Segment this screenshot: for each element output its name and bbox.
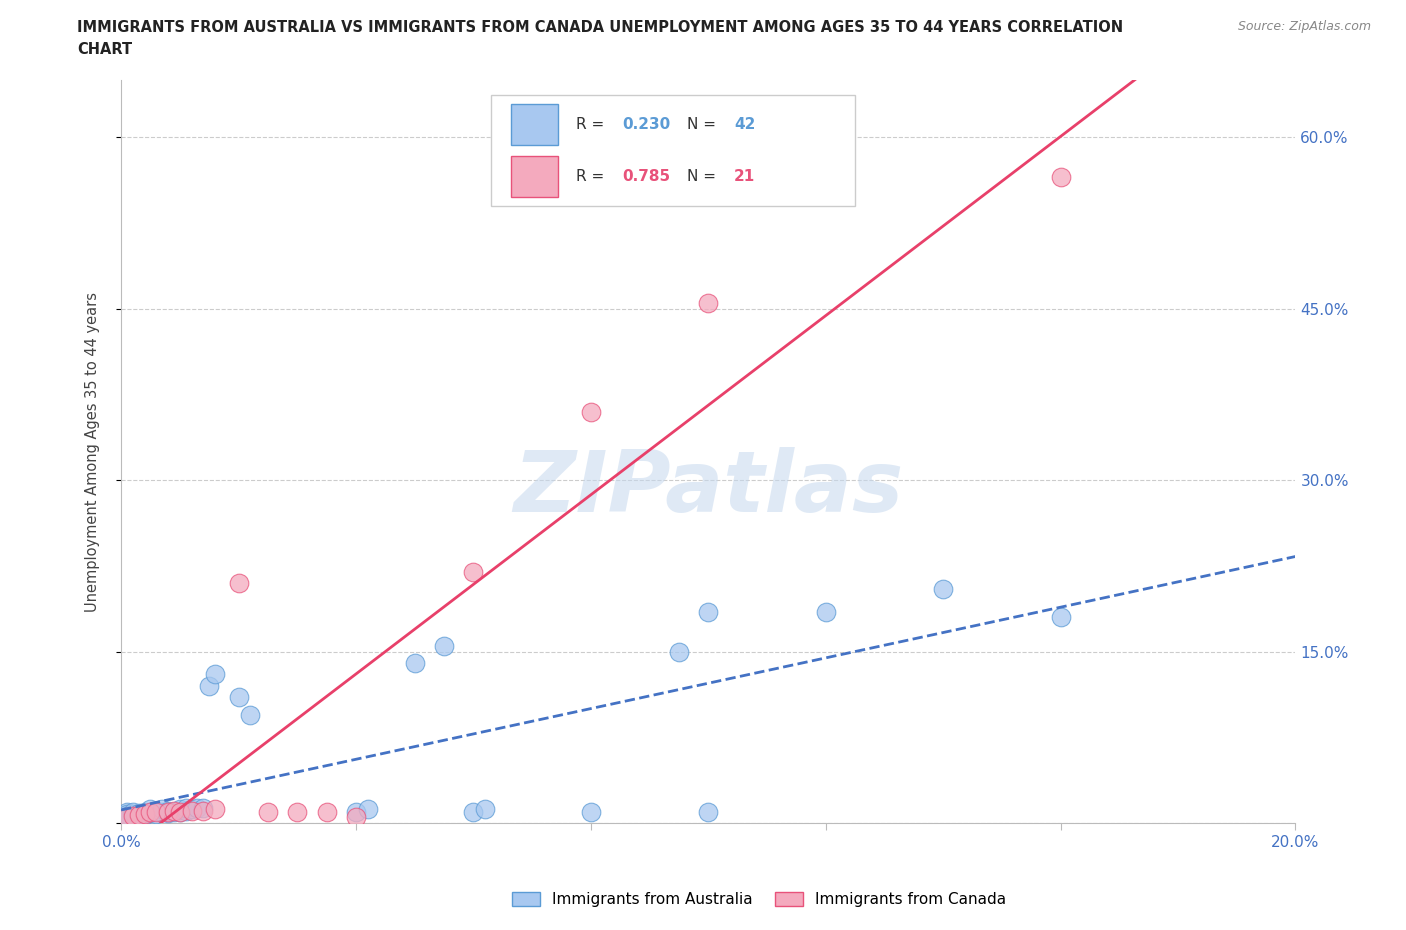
Point <box>814 604 837 619</box>
Point <box>474 802 496 817</box>
Point <box>169 804 191 819</box>
Point <box>344 804 367 819</box>
Point <box>139 804 162 819</box>
Point <box>433 639 456 654</box>
Point <box>122 806 145 821</box>
Point <box>697 604 720 619</box>
Point <box>163 804 186 818</box>
Point <box>157 804 180 819</box>
Point <box>169 802 191 817</box>
FancyBboxPatch shape <box>510 156 558 197</box>
Point <box>204 802 226 817</box>
Point <box>285 804 308 819</box>
Point <box>668 644 690 659</box>
Point <box>228 576 250 591</box>
Point <box>579 405 602 419</box>
Point <box>134 807 156 822</box>
Text: Source: ZipAtlas.com: Source: ZipAtlas.com <box>1237 20 1371 33</box>
Point <box>239 707 262 722</box>
Point <box>145 804 167 819</box>
Point <box>193 801 215 816</box>
Text: 0.230: 0.230 <box>623 117 671 132</box>
Legend: Immigrants from Australia, Immigrants from Canada: Immigrants from Australia, Immigrants fr… <box>506 885 1012 913</box>
Point <box>180 802 202 817</box>
Point <box>128 805 150 820</box>
Text: 21: 21 <box>734 169 755 184</box>
Text: N =: N = <box>688 169 721 184</box>
Point <box>128 807 150 822</box>
Point <box>198 679 221 694</box>
Point <box>115 804 138 819</box>
Point <box>169 804 191 819</box>
Point <box>115 810 138 825</box>
Point <box>134 806 156 821</box>
Point <box>163 804 186 819</box>
Text: R =: R = <box>575 169 609 184</box>
Point <box>134 804 156 819</box>
Text: R =: R = <box>575 117 609 132</box>
Point <box>139 802 162 817</box>
Point <box>357 802 380 817</box>
Point <box>157 805 180 820</box>
Point <box>344 810 367 825</box>
Text: 0.785: 0.785 <box>623 169 671 184</box>
Text: ZIPatlas: ZIPatlas <box>513 447 904 530</box>
Text: IMMIGRANTS FROM AUSTRALIA VS IMMIGRANTS FROM CANADA UNEMPLOYMENT AMONG AGES 35 T: IMMIGRANTS FROM AUSTRALIA VS IMMIGRANTS … <box>77 20 1123 35</box>
Point <box>257 804 280 819</box>
Point <box>228 690 250 705</box>
Point <box>115 806 138 821</box>
FancyBboxPatch shape <box>510 104 558 145</box>
Point <box>128 810 150 825</box>
Point <box>463 565 485 579</box>
Point <box>115 809 138 824</box>
Point <box>139 805 162 820</box>
Text: N =: N = <box>688 117 721 132</box>
Point <box>150 804 173 819</box>
FancyBboxPatch shape <box>491 95 855 206</box>
Point <box>193 804 215 818</box>
Point <box>145 806 167 821</box>
Point <box>204 667 226 682</box>
Point <box>157 804 180 818</box>
Point <box>174 801 197 816</box>
Point <box>150 802 173 817</box>
Point <box>315 804 337 819</box>
Point <box>404 656 426 671</box>
Y-axis label: Unemployment Among Ages 35 to 44 years: Unemployment Among Ages 35 to 44 years <box>86 292 100 612</box>
Point <box>932 581 955 596</box>
Point <box>697 296 720 311</box>
Point <box>1049 610 1071 625</box>
Point <box>122 809 145 824</box>
Point <box>122 804 145 819</box>
Point <box>579 804 602 819</box>
Text: CHART: CHART <box>77 42 132 57</box>
Point <box>186 801 208 816</box>
Point <box>1049 170 1071 185</box>
Point <box>145 804 167 818</box>
Text: 42: 42 <box>734 117 755 132</box>
Point <box>174 804 197 818</box>
Point <box>180 804 202 818</box>
Point <box>463 804 485 819</box>
Point <box>697 804 720 819</box>
